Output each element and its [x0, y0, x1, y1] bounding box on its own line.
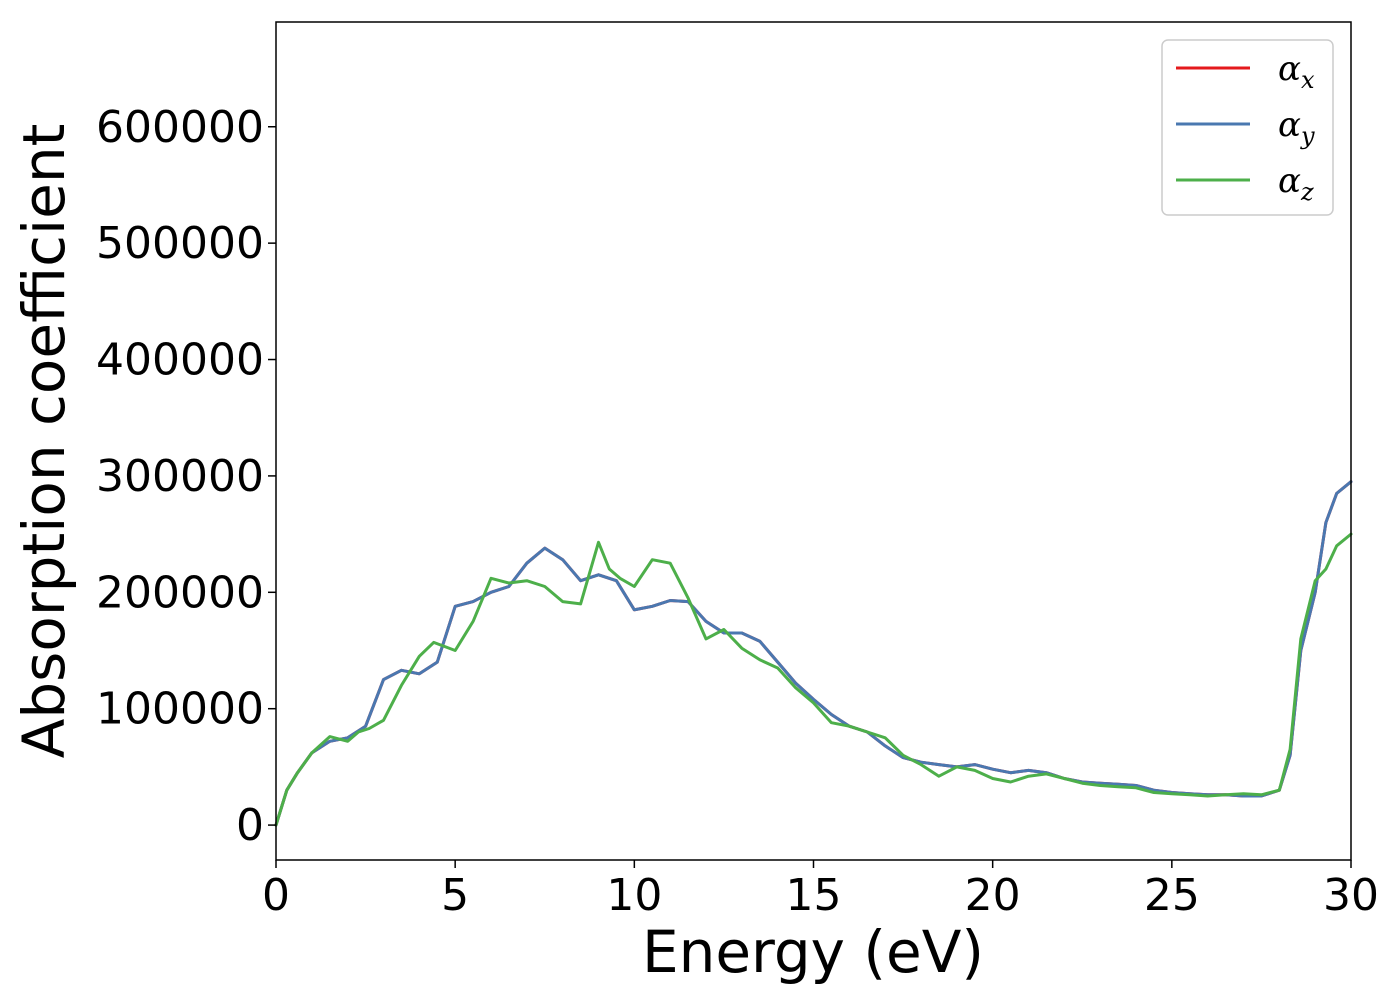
series-line-alpha-z	[274, 532, 1353, 827]
y-tick-label: 100000	[96, 684, 264, 735]
series-line-alpha-x	[274, 480, 1353, 827]
legend-label-alpha-x: αx	[1278, 49, 1315, 94]
x-tick-label: 0	[262, 870, 290, 921]
legend-frame	[1161, 39, 1334, 216]
y-tick-label: 400000	[96, 335, 264, 386]
y-axis-ticks: 0 100000 200000 300000 400000 500000 600000	[96, 102, 276, 851]
legend-label-alpha-z: αz	[1278, 161, 1314, 206]
y-tick-label: 600000	[96, 102, 264, 153]
y-tick-label: 500000	[96, 218, 264, 269]
series-layer	[274, 480, 1353, 827]
y-tick-label: 300000	[96, 451, 264, 502]
legend-symbol: α	[1278, 161, 1301, 201]
series-line-alpha-y	[274, 480, 1353, 827]
x-tick-label: 15	[786, 870, 842, 921]
x-tick-label: 5	[441, 870, 469, 921]
legend-symbol: α	[1278, 105, 1301, 145]
x-tick-label: 20	[965, 870, 1021, 921]
y-tick-label: 200000	[96, 567, 264, 618]
x-tick-label: 25	[1144, 870, 1200, 921]
legend-symbol: α	[1278, 49, 1301, 89]
y-tick-label: 0	[236, 800, 264, 851]
legend-label-alpha-y: αy	[1278, 105, 1315, 150]
legend-subscript: z	[1300, 178, 1314, 206]
y-axis-title: Absorption coefficient	[10, 124, 78, 759]
x-axis-ticks: 0 5 10 15 20 25 30	[262, 860, 1379, 921]
legend-subscript: y	[1300, 122, 1315, 150]
x-axis-title: Energy (eV)	[642, 918, 984, 986]
x-tick-label: 10	[606, 870, 662, 921]
x-tick-label: 30	[1323, 870, 1379, 921]
legend-subscript: x	[1301, 66, 1315, 94]
